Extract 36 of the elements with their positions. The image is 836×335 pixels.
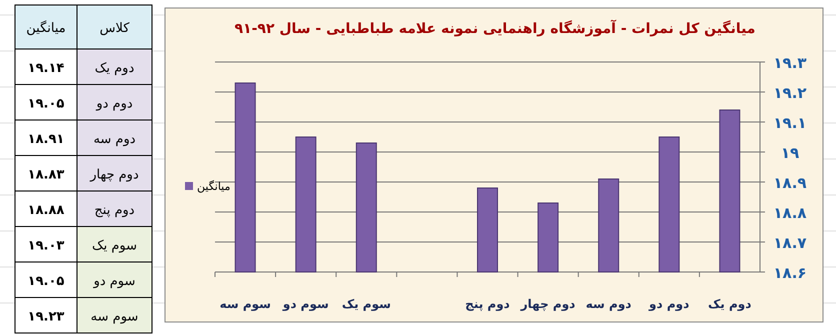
x-tick-label: دوم یک: [708, 297, 752, 311]
x-tick-label: دوم پنج: [465, 297, 510, 311]
text: ۱۸.۹۱: [28, 132, 64, 147]
text: میانگین: [26, 20, 66, 36]
text: دوم چهار: [89, 167, 139, 182]
y-tick-label: ۱۹.۱: [773, 114, 807, 132]
x-tick-label: سوم سه: [220, 297, 271, 311]
x-tick-label: دوم دو: [648, 297, 690, 311]
text: ۱۹.۰۵: [28, 96, 64, 112]
y-tick-label: ۱۸.۹: [773, 174, 807, 192]
x-tick-label: سوم یک: [342, 297, 391, 311]
text: دوم دو: [95, 96, 133, 112]
text: دوم سه: [93, 132, 136, 147]
text: دوم یک: [94, 60, 134, 76]
y-tick-label: ۱۹.۲: [773, 84, 807, 102]
legend-label: میانگین: [197, 180, 230, 193]
text: ۱۹.۰۳: [28, 238, 64, 254]
y-tick-label: ۱۹.۳: [773, 54, 807, 72]
text: سوم یک: [92, 238, 138, 254]
x-tick-label: دوم چهار: [520, 297, 576, 311]
y-tick-label: ۱۸.۷: [773, 234, 807, 252]
text: سوم سه: [90, 309, 138, 324]
x-tick-label: سوم دو: [282, 297, 329, 311]
text: کلاس: [100, 21, 130, 36]
y-tick-label: ۱۸.۸: [773, 204, 807, 222]
text: ۱۹.۲۳: [28, 309, 64, 324]
y-tick-label: ۱۸.۶: [773, 264, 807, 282]
chart-title: میانگین کل نمرات - آموزشگاه راهنمایی نمونه علامه طباطبایی - سال ۹۲-۹۱: [234, 19, 756, 37]
x-tick-label: دوم سه: [586, 297, 632, 311]
text: دوم پنج: [94, 202, 135, 218]
y-tick-label: ۱۹: [780, 144, 800, 162]
text: سوم دو: [92, 274, 136, 289]
text: ۱۸.۸۸: [28, 202, 64, 218]
text: ۱۸.۸۳: [28, 167, 64, 182]
text: ۱۹.۰۵: [28, 274, 64, 289]
text: ۱۹.۱۴: [28, 60, 64, 76]
